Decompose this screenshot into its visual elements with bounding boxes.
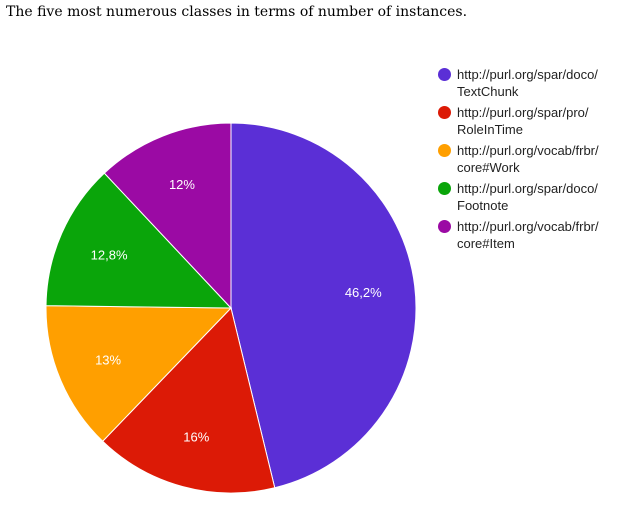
pie-slice[interactable] [45,305,233,442]
legend-swatch-icon [438,106,451,119]
legend-swatch-icon [438,220,451,233]
legend-item[interactable]: http://purl.org/vocab/frbr/ core#Item [438,218,599,252]
slice-value-label: 13% [95,352,121,367]
chart-caption: The five most numerous classes in terms … [6,4,468,20]
pie-slice[interactable] [45,172,233,309]
legend-item[interactable]: http://purl.org/spar/doco/ Footnote [438,180,599,214]
pie-slice[interactable] [230,122,417,489]
chart-legend: http://purl.org/spar/doco/ TextChunk http… [438,66,599,256]
legend-item[interactable]: http://purl.org/vocab/frbr/ core#Work [438,142,599,176]
legend-swatch-icon [438,182,451,195]
legend-label: http://purl.org/vocab/frbr/ core#Work [457,143,599,175]
slice-value-label: 12% [169,177,195,192]
legend-item[interactable]: http://purl.org/spar/doco/ TextChunk [438,66,599,100]
legend-swatch-icon [438,68,451,81]
pie-slice[interactable] [101,306,276,494]
slice-value-label: 12,8% [91,247,128,262]
slice-value-label: 16% [183,430,209,445]
legend-swatch-icon [438,144,451,157]
slice-value-label: 46,2% [345,285,382,300]
legend-item[interactable]: http://purl.org/spar/pro/ RoleInTime [438,104,599,138]
legend-label: http://purl.org/spar/doco/ Footnote [457,181,598,213]
legend-label: http://purl.org/spar/doco/ TextChunk [457,67,598,99]
legend-label: http://purl.org/spar/pro/ RoleInTime [457,105,589,137]
legend-label: http://purl.org/vocab/frbr/ core#Item [457,219,599,251]
pie-slice[interactable] [103,122,232,310]
